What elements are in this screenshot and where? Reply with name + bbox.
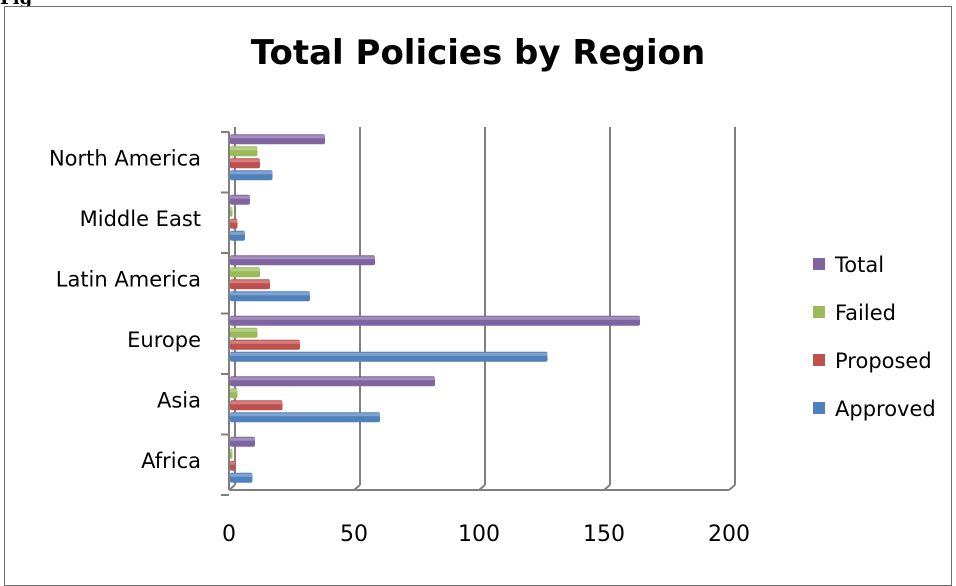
bar-highlight <box>230 207 233 211</box>
bar-highlight <box>230 280 270 284</box>
bar-highlight <box>230 401 283 405</box>
bar-highlight <box>230 449 233 453</box>
bar-total <box>230 436 255 447</box>
bar-approved <box>230 230 245 241</box>
bar-proposed <box>230 400 283 411</box>
bar-total <box>230 255 375 266</box>
legend-label-proposed: Proposed <box>835 349 932 373</box>
x-tick-label: 150 <box>583 522 625 547</box>
legend-label-approved: Approved <box>835 397 936 421</box>
bar-highlight <box>230 231 245 235</box>
category-label: North America <box>49 146 201 170</box>
legend-swatch-failed <box>813 306 825 318</box>
bar-highlight <box>230 268 260 272</box>
bar-layer <box>230 134 640 483</box>
bar-highlight <box>230 377 435 381</box>
category-label: Africa <box>141 449 201 473</box>
bar-failed <box>230 388 238 399</box>
bar-highlight <box>230 473 253 477</box>
grid-layer <box>221 127 736 496</box>
bar-highlight <box>230 316 640 320</box>
legend-label-total: Total <box>834 253 884 277</box>
bar-highlight <box>230 292 310 296</box>
bar-total <box>230 194 250 205</box>
legend-swatch-total <box>813 258 825 270</box>
bar-highlight <box>230 159 260 163</box>
bar-approved <box>230 351 548 362</box>
bar-highlight <box>230 340 300 344</box>
bar-total <box>230 376 435 387</box>
bar-approved <box>230 472 253 483</box>
bar-proposed <box>230 339 300 350</box>
bar-proposed <box>230 460 235 471</box>
bar-approved <box>230 291 310 302</box>
bar-highlight <box>230 461 235 465</box>
category-label: Asia <box>157 388 201 412</box>
figure-corner-label: Fig <box>0 0 32 9</box>
bar-highlight <box>230 195 250 199</box>
x-tick-label: 200 <box>708 522 750 547</box>
legend-label-failed: Failed <box>835 301 896 325</box>
x-tick-label: 50 <box>340 522 368 547</box>
category-label: Middle East <box>80 207 201 231</box>
bar-highlight <box>230 147 258 151</box>
legend-swatch-approved <box>813 402 825 414</box>
gridline-floor <box>728 484 736 491</box>
bar-total <box>230 315 640 326</box>
bar-highlight <box>230 256 375 260</box>
bar-highlight <box>230 171 273 175</box>
bar-approved <box>230 170 273 181</box>
bar-highlight <box>230 352 548 356</box>
label-layer: 0 50 100 150 200 Africa Asia Europe Latin Americ… <box>49 146 750 547</box>
bar-failed <box>230 206 233 217</box>
x-tick-label: 100 <box>458 522 500 547</box>
bar-highlight <box>230 219 238 223</box>
bar-highlight <box>230 135 325 139</box>
bar-failed <box>230 267 260 278</box>
bar-proposed <box>230 218 238 229</box>
bar-failed <box>230 146 258 157</box>
legend: Total Failed Proposed Approved <box>813 253 936 421</box>
bar-highlight <box>230 437 255 441</box>
category-label: Latin America <box>56 267 201 291</box>
bar-proposed <box>230 279 270 290</box>
bar-total <box>230 134 325 145</box>
bar-highlight <box>230 413 380 417</box>
bar-highlight <box>230 389 238 393</box>
legend-swatch-proposed <box>813 354 825 366</box>
category-label: Europe <box>127 328 201 352</box>
bar-failed <box>230 327 258 338</box>
bar-approved <box>230 412 380 423</box>
bar-highlight <box>230 328 258 332</box>
chart-title: Total Policies by Region <box>250 33 706 73</box>
x-tick-label: 0 <box>222 522 236 547</box>
bar-failed <box>230 448 233 459</box>
bar-proposed <box>230 158 260 169</box>
